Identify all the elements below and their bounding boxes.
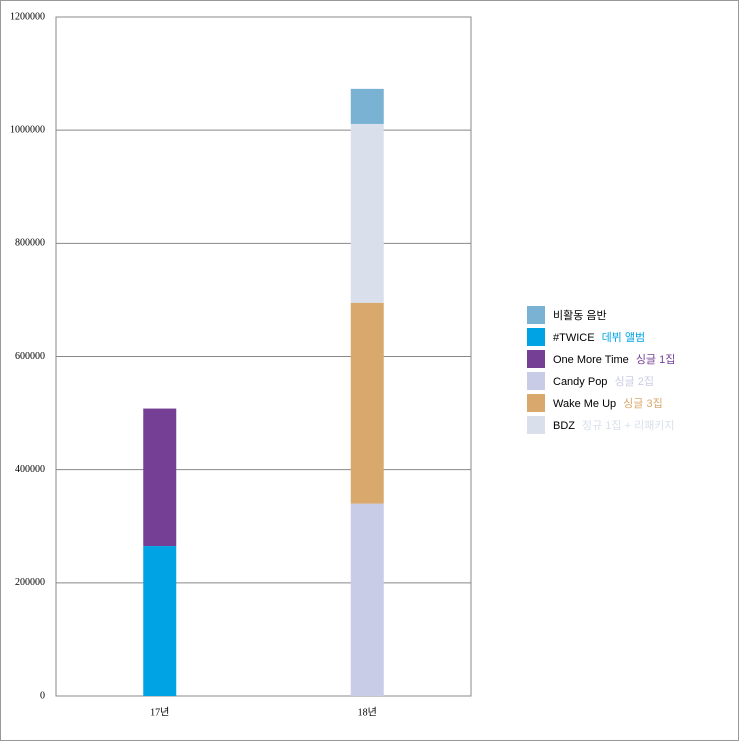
legend-swatch: [527, 306, 545, 324]
legend-name: Wake Me Up: [553, 398, 616, 410]
legend-swatch: [527, 350, 545, 368]
legend-swatch: [527, 394, 545, 412]
legend-label: One More Time 싱글 1집: [553, 353, 675, 366]
legend-swatch: [527, 416, 545, 434]
legend-label: BDZ 정규 1집 + 리패키지: [553, 419, 675, 432]
y-tick-label: 1200000: [10, 11, 45, 22]
legend-swatch: [527, 372, 545, 390]
y-tick-label: 0: [40, 690, 45, 701]
bar-segment: [143, 546, 177, 696]
bar-segment: [350, 88, 384, 124]
legend-label: #TWICE 데뷔 앨범: [553, 331, 645, 344]
y-tick-label: 600000: [15, 351, 45, 362]
plot-border: [55, 16, 472, 697]
bar-segment: [350, 123, 384, 303]
legend-label: Wake Me Up 싱글 3집: [553, 397, 663, 410]
bar-segment: [350, 503, 384, 696]
x-tick-label: 18년: [358, 706, 377, 718]
legend-name: #TWICE: [553, 332, 595, 344]
bar-segment: [350, 302, 384, 504]
legend-label: Candy Pop 싱글 2집: [553, 375, 654, 388]
legend-name: One More Time: [553, 354, 629, 366]
legend-note: 정규 1집 + 리패키지: [582, 419, 675, 432]
legend-note: 데뷔 앨범: [602, 331, 646, 344]
legend-label: 비활동 음반: [553, 308, 607, 322]
legend-note: 싱글 2집: [614, 375, 654, 388]
legend-name: Candy Pop: [553, 376, 607, 388]
legend-swatch: [527, 328, 545, 346]
legend-note: 싱글 3집: [623, 397, 663, 410]
legend-name: BDZ: [553, 420, 575, 432]
x-tick-label: 17년: [150, 706, 169, 718]
y-tick-label: 200000: [15, 577, 45, 588]
bar-segment: [143, 408, 177, 547]
y-tick-label: 1000000: [10, 124, 45, 135]
y-tick-label: 800000: [15, 238, 45, 249]
legend-name: 비활동 음반: [553, 308, 607, 322]
legend-note: 싱글 1집: [636, 353, 676, 366]
y-tick-label: 400000: [15, 464, 45, 475]
